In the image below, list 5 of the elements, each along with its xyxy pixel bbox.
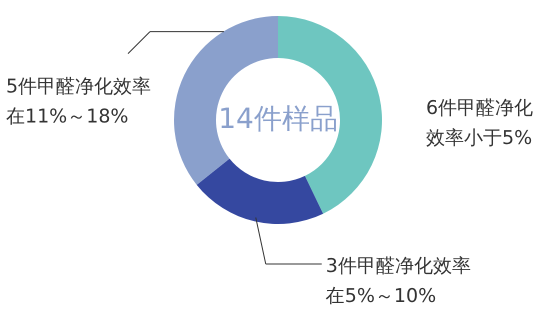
slice-label: 6件甲醛净化效率小于5% [426,97,534,149]
text: 14件样品 [218,102,338,135]
donut-slice [196,158,324,224]
slice-label: 3件甲醛净化效率在5%～10% [326,255,471,307]
slice-label: 5件甲醛净化效率在11%～18% [6,76,152,128]
